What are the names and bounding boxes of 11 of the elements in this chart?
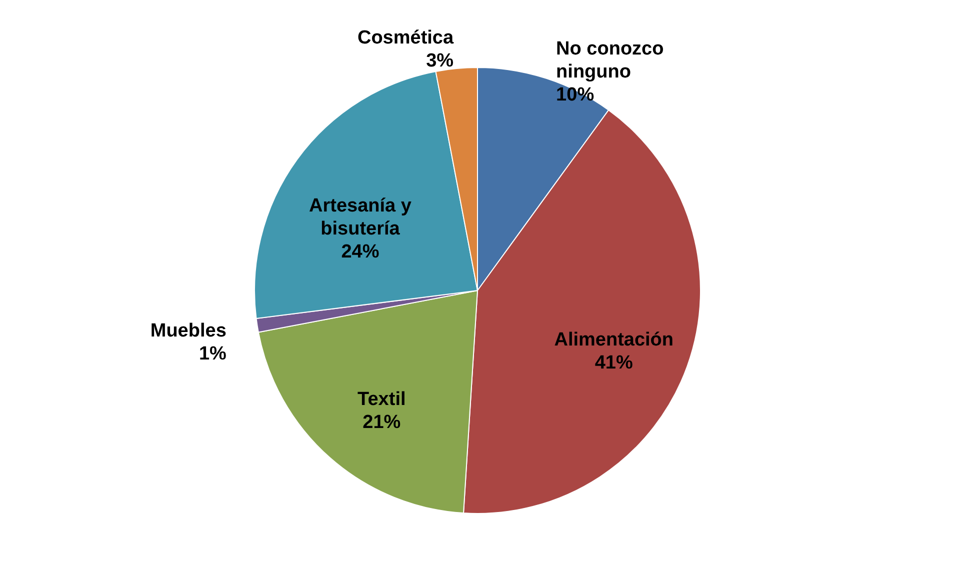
slice-label: Textil [358,389,406,410]
data-label: 3% [426,50,454,72]
slice-label: Muebles [150,320,226,342]
slice-label: Artesanía y bisutería [309,195,412,240]
data-label: 24% [341,241,380,262]
data-label: 21% [362,412,401,434]
slice-label: Cosmética [357,27,454,48]
data-label: 41% [594,352,633,374]
slice-label: No conozco ninguno [556,38,664,83]
slice-label: Alimentación [554,330,674,351]
data-label: 1% [198,343,227,364]
